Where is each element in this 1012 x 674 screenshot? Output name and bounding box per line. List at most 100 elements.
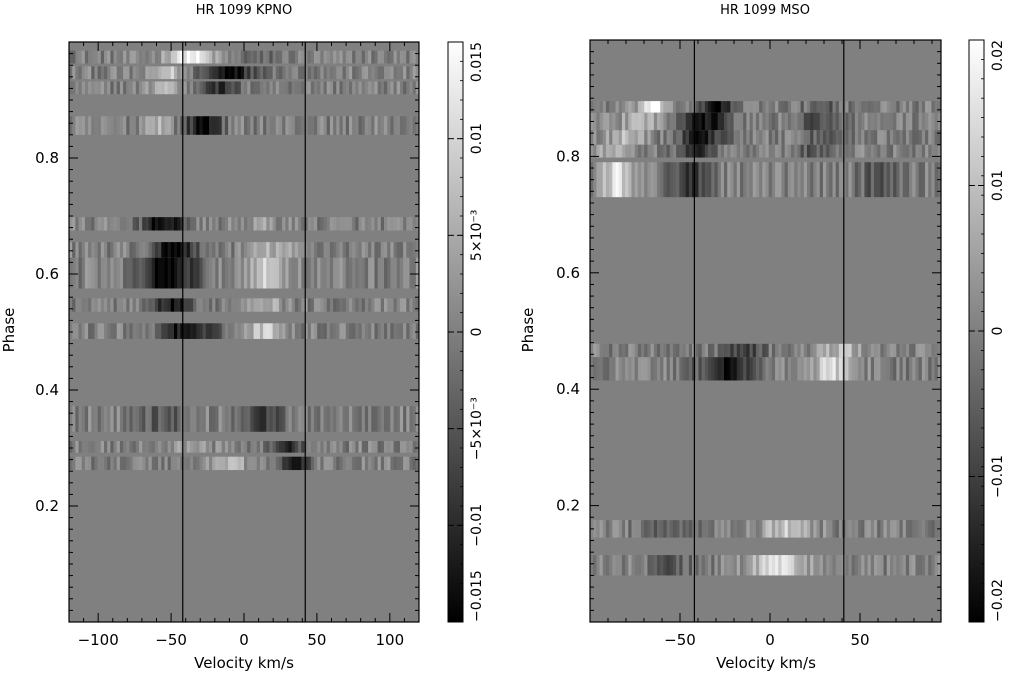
band-cell (909, 357, 913, 381)
band-cell (854, 112, 859, 131)
band-cell (189, 81, 194, 95)
band-cell (234, 323, 239, 339)
band-cell (743, 357, 747, 381)
band-cell (641, 144, 645, 158)
band-cell (708, 101, 712, 113)
band-cell (858, 144, 862, 158)
band-cell (660, 144, 664, 158)
band-cell (387, 242, 391, 258)
band-cell (736, 555, 741, 576)
band-cell (816, 144, 821, 158)
band-cell (349, 81, 353, 95)
band-cell (625, 130, 629, 145)
band-cell (393, 242, 398, 258)
band-cell (755, 520, 760, 538)
band-cell (253, 298, 258, 312)
band-cell (234, 298, 239, 312)
band-cell (778, 520, 782, 538)
band-cell (78, 81, 83, 95)
band-cell (301, 441, 305, 453)
band-cell (746, 130, 750, 145)
band-cell (918, 101, 923, 113)
band-cell (352, 242, 356, 258)
band-cell (851, 343, 856, 358)
band-cell (317, 406, 321, 432)
band-cell (279, 456, 283, 471)
band-cell (199, 298, 204, 312)
band-cell (100, 441, 105, 453)
band-cell (733, 162, 738, 198)
band-cell (361, 66, 366, 80)
band-cell (746, 555, 750, 576)
band-cell (259, 81, 264, 95)
band-cell (813, 555, 817, 576)
band-cell (212, 257, 216, 289)
band-cell (873, 343, 878, 358)
band-cell (110, 441, 114, 453)
band-cell (209, 257, 213, 289)
band-cell (345, 257, 350, 289)
band-cell (342, 50, 347, 64)
band-cell (698, 162, 703, 198)
band-cell (72, 257, 76, 289)
band-cell (845, 343, 849, 358)
band-cell (170, 66, 175, 80)
band-cell (263, 81, 267, 95)
band-cell (912, 520, 916, 538)
band-cell (657, 101, 661, 113)
band-cell (749, 144, 754, 158)
band-cell (905, 555, 910, 576)
band-cell (228, 242, 232, 258)
band-cell (196, 257, 200, 289)
band-cell (116, 116, 121, 135)
band-cell (832, 144, 837, 158)
band-cell (161, 81, 165, 95)
band-cell (724, 130, 728, 145)
band-cell (123, 257, 127, 289)
band-cell (116, 406, 121, 432)
band-cell (323, 441, 328, 453)
band-cell (237, 242, 242, 258)
band-cell (275, 66, 280, 80)
band-cell (676, 112, 680, 131)
band-cell (650, 130, 655, 145)
band-cell (380, 116, 385, 135)
band-cell (928, 555, 932, 576)
band-cell (186, 257, 191, 289)
band-cell (183, 298, 188, 312)
band-cell (644, 144, 648, 158)
band-cell (612, 520, 616, 538)
band-cell (387, 456, 391, 471)
band-cell (269, 323, 274, 339)
band-cell (806, 520, 811, 538)
band-cell (621, 130, 626, 145)
band-cell (139, 406, 143, 432)
band-cell (784, 555, 789, 576)
band-cell (928, 130, 932, 145)
band-cell (158, 257, 162, 289)
band-cell (170, 242, 175, 258)
band-cell (590, 357, 594, 381)
band-cell (135, 406, 140, 432)
band-cell (396, 116, 401, 135)
band-cell (81, 441, 86, 453)
band-cell (851, 357, 856, 381)
band-cell (883, 162, 888, 198)
band-cell (174, 323, 178, 339)
band-cell (314, 66, 318, 80)
band-cell (132, 81, 137, 95)
band-cell (409, 441, 414, 453)
band-cell (717, 555, 722, 576)
band-cell (937, 144, 942, 158)
band-cell (399, 257, 404, 289)
band-cell (781, 130, 786, 145)
band-cell (704, 343, 709, 358)
band-cell (123, 81, 127, 95)
band-cell (393, 116, 398, 135)
band-cell (250, 298, 254, 312)
band-cell (304, 116, 309, 135)
band-cell (132, 406, 137, 432)
band-cell (631, 162, 636, 198)
band-cell (263, 217, 267, 231)
phase-band (69, 257, 420, 289)
